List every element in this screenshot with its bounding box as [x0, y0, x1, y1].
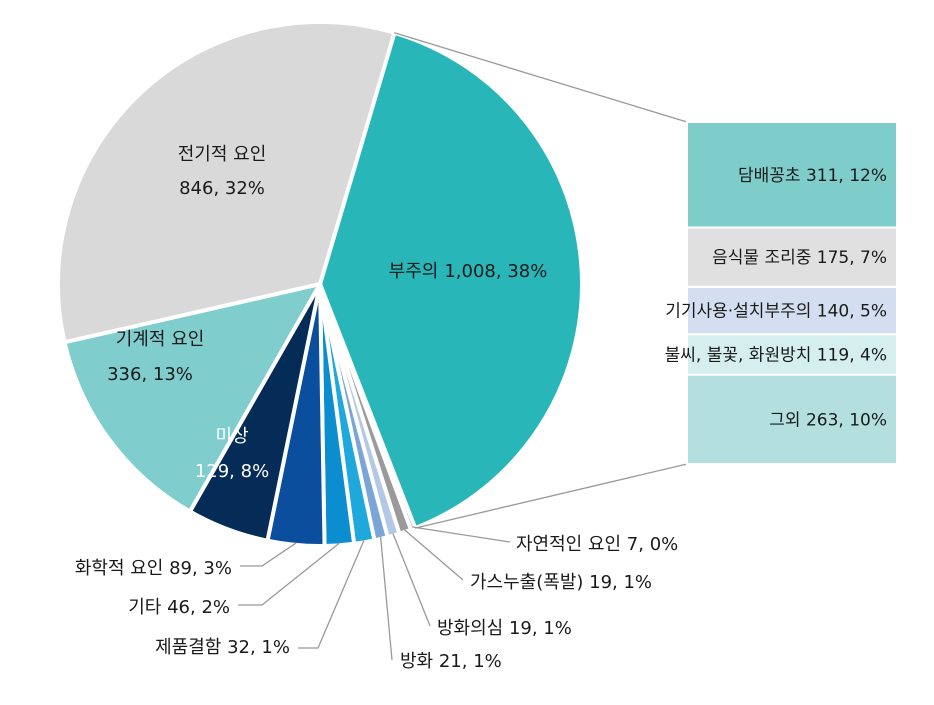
leader-suspected-arson	[392, 533, 431, 627]
slice-label-electrical-name: 전기적 요인	[178, 144, 267, 165]
leader-etc	[238, 542, 340, 606]
slice-label-mechanical-value: 336, 13%	[107, 364, 193, 385]
leader-gas	[404, 529, 464, 581]
leader-chemical	[240, 542, 297, 567]
slice-label-suspected-arson: 방화의심 19, 1%	[437, 618, 572, 639]
breakdown-label-flame: 불씨, 불꽃, 화원방치 119, 4%	[665, 346, 887, 366]
pie-slice-careless	[318, 30, 584, 531]
breakdown-segment-flame	[686, 333, 898, 376]
breakdown-connector	[394, 32, 688, 529]
slice-label-chemical: 화학적 요인 89, 3%	[75, 558, 232, 579]
breakdown-segment-other	[686, 373, 898, 465]
pie-slice-mechanical	[62, 282, 322, 514]
leader-natural	[412, 526, 511, 543]
breakdown-segment-cooking	[686, 226, 898, 288]
breakdown-bar: 담배꽁초 311, 12% 음식물 조리중 175, 7% 기기사용·설치부주의 1…	[665, 121, 898, 465]
leader-defect	[298, 540, 365, 649]
pie-slice-electrical	[56, 20, 397, 345]
leader-lines	[238, 526, 511, 661]
breakdown-label-other: 그외 263, 10%	[769, 410, 887, 430]
slice-label-gas: 가스누출(폭발) 19, 1%	[470, 572, 652, 593]
connector-top	[394, 32, 688, 123]
slice-label-natural: 자연적인 요인 7, 0%	[516, 534, 678, 555]
pie-slices	[56, 20, 584, 548]
slice-label-electrical-value: 846, 32%	[179, 178, 265, 199]
slice-label-etc: 기타 46, 2%	[128, 597, 230, 618]
slice-label-unknown-value: 129, 8%	[195, 461, 269, 482]
breakdown-label-cigarette: 담배꽁초 311, 12%	[738, 166, 887, 186]
slice-label-mechanical-name: 기계적 요인	[116, 329, 205, 350]
breakdown-segment-device-use	[686, 285, 898, 336]
slice-label-defect: 제품결함 32, 1%	[155, 637, 290, 658]
slice-label-careless: 부주의 1,008, 38%	[389, 261, 548, 282]
slice-label-unknown-name: 미상	[215, 426, 248, 447]
slice-label-arson: 방화 21, 1%	[400, 651, 502, 672]
leader-arson	[379, 536, 393, 661]
breakdown-label-cooking: 음식물 조리중 175, 7%	[712, 248, 887, 268]
connector-bottom	[415, 463, 688, 529]
breakdown-label-device-use: 기기사용·설치부주의 140, 5%	[665, 302, 887, 322]
